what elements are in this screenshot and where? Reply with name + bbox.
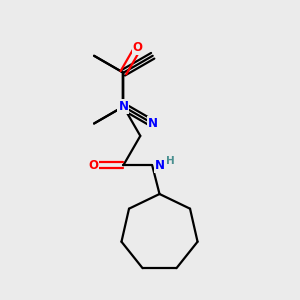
Text: N: N (118, 100, 128, 113)
Text: N: N (154, 159, 164, 172)
Text: H: H (166, 156, 175, 167)
Text: O: O (88, 159, 98, 172)
Text: N: N (148, 117, 158, 130)
Text: O: O (133, 41, 143, 54)
